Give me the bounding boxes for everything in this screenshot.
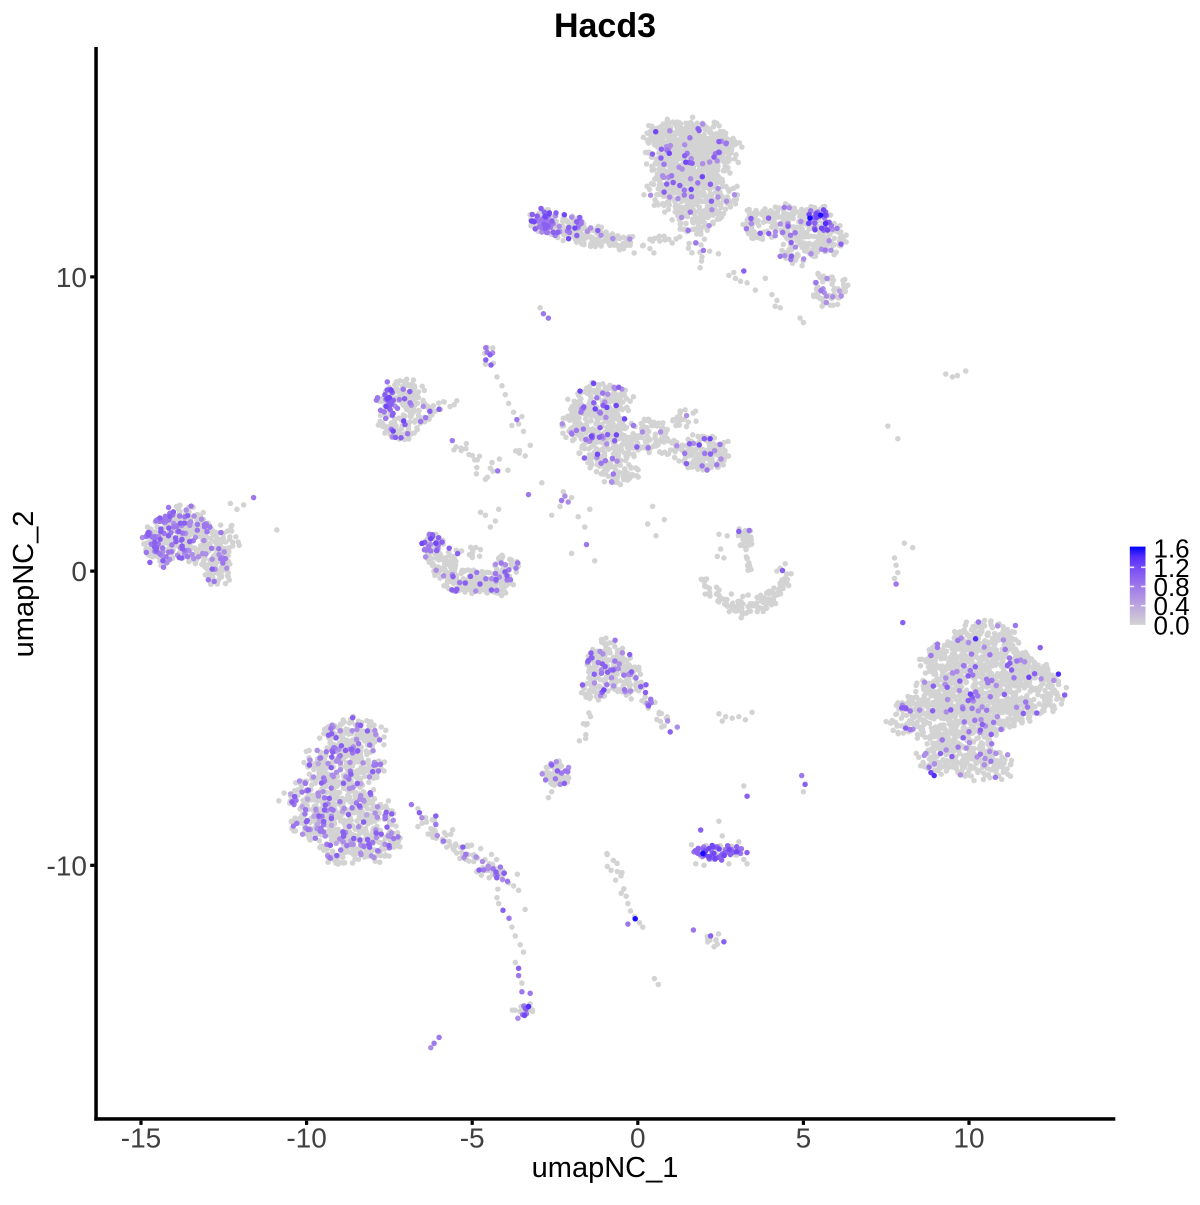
svg-text:-15: -15 <box>121 1123 161 1154</box>
svg-text:10: 10 <box>953 1123 984 1154</box>
svg-text:0: 0 <box>71 556 87 587</box>
svg-text:0.0: 0.0 <box>1154 610 1190 640</box>
svg-text:10: 10 <box>56 262 87 293</box>
svg-text:0: 0 <box>630 1123 646 1154</box>
svg-text:0.8: 0.8 <box>1154 572 1190 602</box>
svg-text:0.4: 0.4 <box>1154 591 1190 621</box>
svg-text:umapNC_1: umapNC_1 <box>532 1152 679 1184</box>
svg-text:5: 5 <box>796 1123 812 1154</box>
svg-text:-10: -10 <box>286 1123 326 1154</box>
svg-text:-5: -5 <box>460 1123 485 1154</box>
svg-text:1.6: 1.6 <box>1154 534 1190 564</box>
svg-text:-10: -10 <box>47 850 87 881</box>
svg-text:1.2: 1.2 <box>1154 553 1190 583</box>
svg-text:Hacd3: Hacd3 <box>554 7 656 45</box>
svg-text:umapNC_2: umapNC_2 <box>8 511 40 658</box>
